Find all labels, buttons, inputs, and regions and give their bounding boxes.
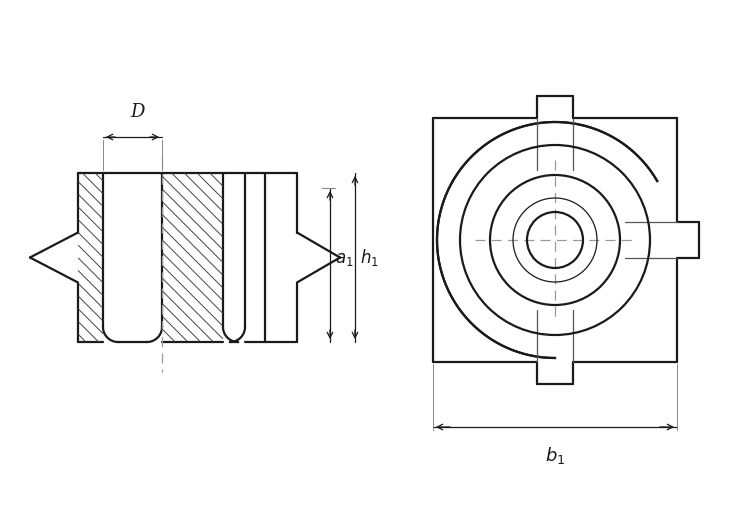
Text: $b_1$: $b_1$ bbox=[545, 445, 565, 466]
Text: D: D bbox=[130, 103, 144, 121]
Text: $h_1$: $h_1$ bbox=[360, 247, 379, 268]
Text: $a_1$: $a_1$ bbox=[335, 251, 353, 269]
